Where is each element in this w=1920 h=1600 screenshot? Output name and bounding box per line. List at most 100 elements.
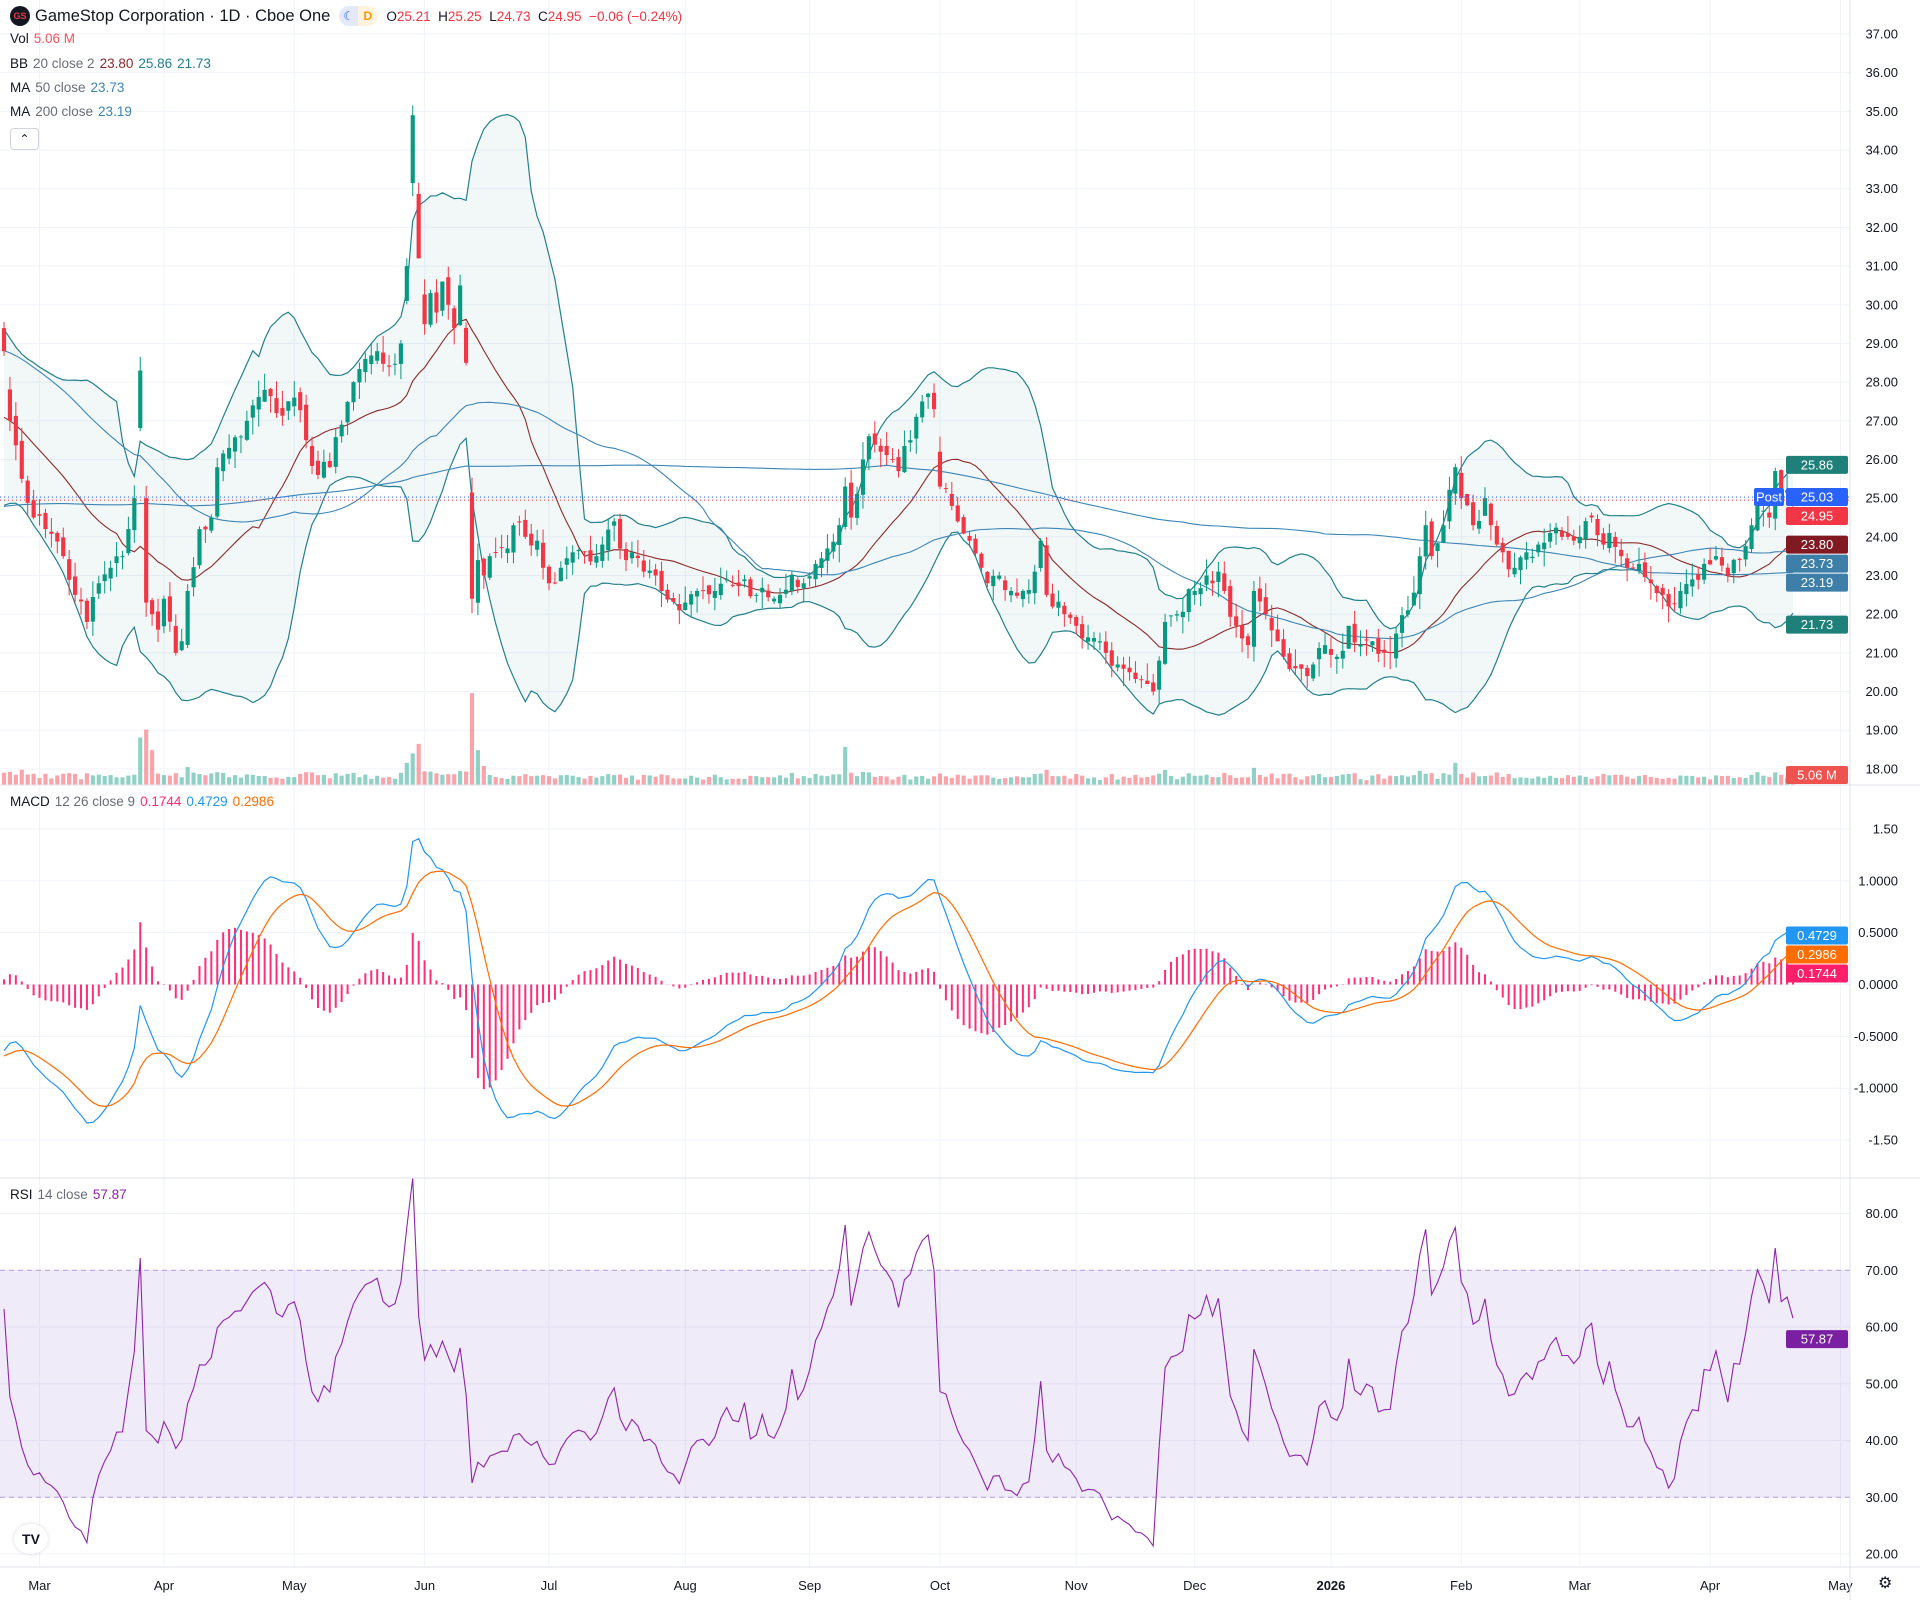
macd-histogram-bar — [737, 972, 740, 985]
rsi-value: 57.87 — [92, 1187, 127, 1202]
macd-legend[interactable]: MACD 12 26 close 9 0.1744 0.4729 0.2986 — [10, 794, 274, 809]
candle-body — [1085, 637, 1091, 642]
volume-bar — [1779, 774, 1784, 785]
candle-body — [937, 451, 943, 487]
gamestop-logo: GS — [10, 6, 30, 26]
moon-icon[interactable]: ☾ — [339, 6, 359, 26]
macd-histogram-bar — [944, 984, 947, 1001]
candle-body — [1109, 650, 1114, 666]
volume-bar — [1097, 780, 1102, 785]
candle-body — [84, 600, 90, 622]
macd-histogram-bar — [696, 982, 699, 985]
macd-histogram-bar — [1039, 984, 1042, 988]
volume-bar — [801, 776, 806, 785]
volume-bar — [132, 774, 137, 785]
candle-body — [333, 437, 338, 467]
delay-badge[interactable]: D — [358, 6, 378, 26]
macd-histogram-bar — [1466, 954, 1469, 985]
macd-histogram-bar — [986, 984, 989, 1035]
macd-histogram-bar — [192, 979, 195, 985]
volume-bar — [215, 772, 220, 785]
macd-histogram-bar — [1513, 984, 1516, 1010]
volume-legend[interactable]: Vol 5.06 M — [10, 31, 75, 46]
candle-body — [481, 558, 486, 576]
volume-bar — [754, 776, 759, 785]
macd-histogram-bar — [417, 940, 420, 985]
volume-bar — [386, 777, 392, 785]
macd-histogram-bar — [1264, 983, 1267, 985]
candle-body — [452, 308, 457, 328]
macd-histogram-bar — [1448, 946, 1451, 985]
candle-body — [511, 525, 516, 553]
candle-body — [1245, 636, 1251, 646]
volume-bar — [61, 773, 66, 785]
volume-bar — [641, 774, 646, 785]
macd-histogram-bar — [500, 984, 503, 1071]
candle-body — [931, 392, 937, 410]
volume-bar — [1654, 777, 1659, 785]
volume-bar — [126, 775, 131, 785]
volume-bar — [1370, 775, 1375, 785]
symbol-title[interactable]: GameStop Corporation · 1D · Cboe One — [35, 6, 331, 25]
tradingview-logo[interactable]: TV — [14, 1524, 48, 1554]
candle-body — [641, 560, 646, 572]
macd-histogram-bar — [1649, 984, 1652, 1002]
candle-body — [1399, 615, 1405, 633]
candle-body — [872, 433, 877, 445]
macd-histogram-bar — [1033, 984, 1036, 1000]
candle-body — [298, 392, 303, 411]
volume-bar — [1471, 772, 1476, 785]
candle-body — [375, 351, 380, 361]
volume-bar — [1103, 777, 1108, 785]
time-axis-label: Mar — [28, 1578, 51, 1593]
volume-bar — [102, 775, 107, 785]
bb-basis-tag: 23.80 — [1801, 537, 1834, 552]
volume-bar — [286, 776, 291, 785]
macd-histogram-bar — [388, 975, 391, 985]
volume-bar — [689, 775, 694, 785]
candle-body — [1204, 575, 1209, 585]
volume-bar — [78, 779, 84, 785]
volume-bar — [1583, 776, 1588, 785]
gear-icon[interactable]: ⚙ — [1878, 1575, 1893, 1592]
ma50-legend[interactable]: MA 50 close 23.73 — [10, 80, 124, 95]
macd-histogram-bar — [482, 984, 485, 1090]
candle-body — [167, 596, 172, 622]
candle-body — [351, 382, 356, 403]
candle-body — [588, 550, 593, 562]
rsi-legend[interactable]: RSI 14 close 57.87 — [10, 1187, 127, 1202]
bb-basis-value: 23.80 — [99, 56, 134, 71]
volume-bar — [1305, 776, 1310, 785]
candle-body — [1619, 549, 1624, 557]
macd-histogram-bar — [630, 965, 633, 985]
candle-body — [943, 488, 948, 490]
volume-bar — [1672, 778, 1677, 785]
candle-body — [132, 498, 137, 531]
macd-histogram-bar — [1762, 961, 1765, 985]
candle-body — [1311, 664, 1316, 679]
candle-body — [1488, 503, 1493, 526]
collapse-legend-button[interactable]: ⌃ — [10, 128, 39, 150]
volume-bar — [280, 778, 285, 785]
candle-body — [700, 590, 706, 592]
volume-bar — [487, 774, 492, 785]
macd-histogram-bar — [1104, 984, 1107, 992]
volume-bar — [1340, 774, 1345, 785]
candle-body — [1553, 527, 1559, 534]
volume-bar — [653, 776, 658, 785]
close-price-tag: 24.95 — [1801, 508, 1834, 523]
market-status-badges[interactable]: ☾ D — [339, 6, 378, 26]
macd-histogram-bar — [1637, 984, 1640, 1000]
macd-histogram-bar — [257, 935, 260, 985]
ma200-value: 23.19 — [98, 104, 132, 119]
bb-legend[interactable]: BB 20 close 2 23.80 25.86 21.73 — [10, 56, 211, 71]
macd-histogram-bar — [707, 978, 710, 985]
candle-body — [150, 600, 155, 615]
ma200-legend[interactable]: MA 200 close 23.19 — [10, 104, 132, 119]
price-axis-label: 25.00 — [1865, 491, 1898, 506]
macd-histogram-bar — [91, 984, 94, 1005]
candle-body — [398, 343, 403, 364]
macd-histogram-bar — [536, 984, 539, 1006]
candle-body — [1263, 597, 1268, 615]
